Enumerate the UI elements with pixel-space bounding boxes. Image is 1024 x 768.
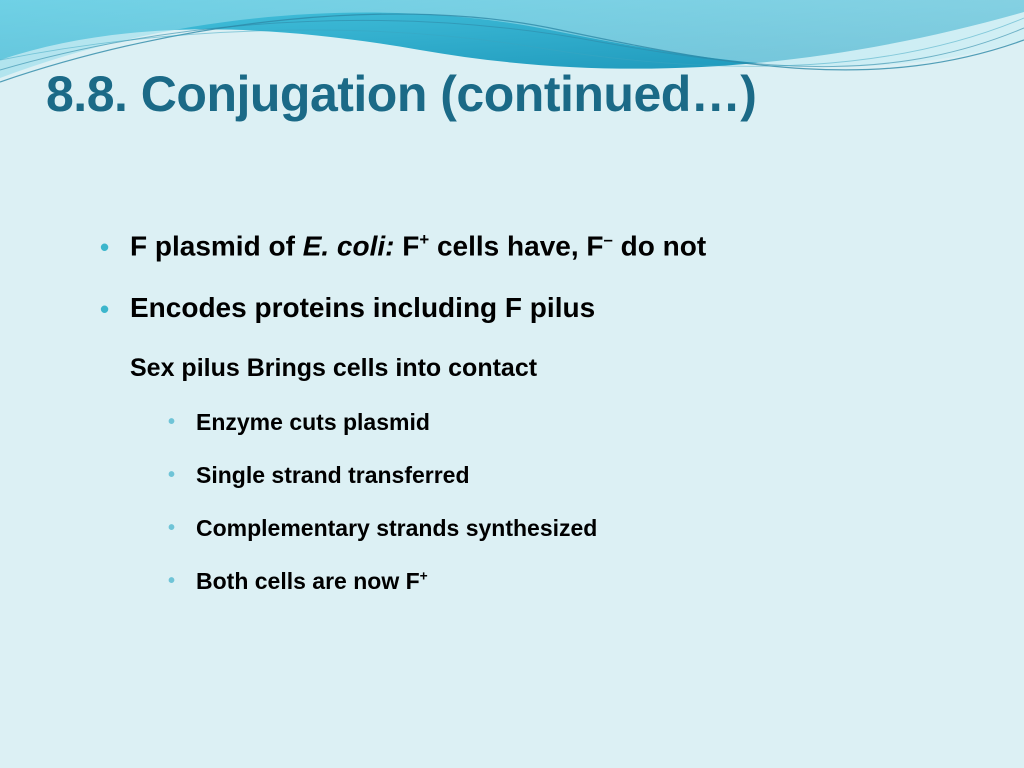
slide-title: 8.8. Conjugation (continued…) — [46, 66, 756, 124]
content-area: F plasmid of E. coli: F+ cells have, F– … — [100, 230, 960, 621]
b1-mid: cells have, F — [429, 230, 603, 261]
slide: 8.8. Conjugation (continued…) F plasmid … — [0, 0, 1024, 768]
sub3-1: Enzyme cuts plasmid — [168, 409, 960, 436]
sub3-4-sup: + — [420, 569, 428, 584]
b2-text: Encodes proteins including F pilus — [130, 292, 595, 323]
b1-posta: F — [402, 230, 419, 261]
b1-italic: E. coli: — [303, 230, 403, 261]
sub3-2: Single strand transferred — [168, 462, 960, 489]
b1-pre: F plasmid of — [130, 230, 303, 261]
sub3-4: Both cells are now F+ — [168, 568, 960, 595]
sub3-4-pre: Both cells are now F — [196, 568, 420, 594]
b1-tail: do not — [613, 230, 706, 261]
bullet-1: F plasmid of E. coli: F+ cells have, F– … — [100, 230, 960, 262]
sub3-3: Complementary strands synthesized — [168, 515, 960, 542]
sub-bullet: Sex pilus Brings cells into contact — [130, 354, 960, 383]
b1-supb: – — [604, 230, 613, 249]
b1-supa: + — [419, 230, 429, 249]
bullet-2: Encodes proteins including F pilus — [100, 292, 960, 324]
